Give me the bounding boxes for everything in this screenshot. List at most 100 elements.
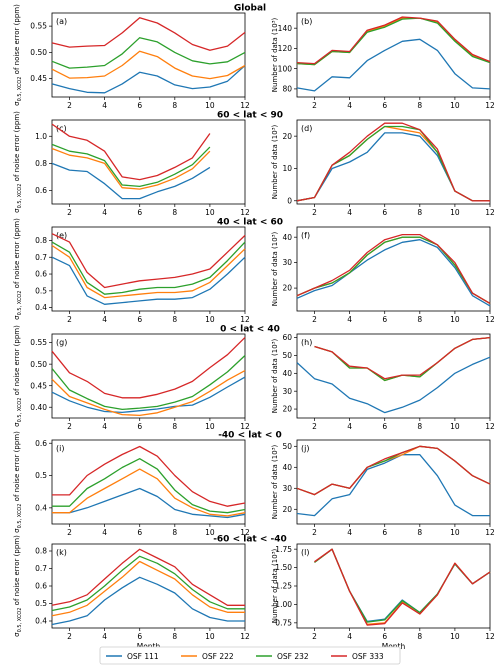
y-tick-label: 0.6 (35, 270, 47, 279)
series-line-osf-111 (296, 454, 490, 517)
y-tick-label: 0.45 (30, 381, 47, 390)
x-tick-label: 10 (205, 101, 215, 110)
y-tick-label: 1.25 (275, 582, 292, 591)
x-tick-label: 4 (347, 528, 352, 537)
y-tick-label: 0.6 (35, 186, 47, 195)
y-tick-label: 60 (282, 333, 292, 342)
panel-label: (l) (301, 548, 309, 557)
x-tick-label: 8 (172, 632, 177, 641)
x-tick-label: 4 (347, 101, 352, 110)
x-tick-label: 10 (205, 208, 215, 217)
x-tick-label: 6 (382, 315, 387, 324)
series-line-osf-333 (296, 16, 491, 65)
series-line-osf-333 (296, 233, 491, 304)
x-tick-label: 10 (205, 632, 215, 641)
series-line-osf-111 (296, 132, 490, 202)
x-tick-label: 10 (450, 422, 460, 431)
panel-a: Global 2 4 6 8 10 12 0.45 0.50 0.55 σ0.5, XCO2 of … (13, 4, 266, 111)
x-tick-label: 8 (417, 208, 422, 217)
x-tick-label: 2 (312, 208, 317, 217)
x-tick-label: 2 (67, 632, 72, 641)
legend-label: OSF 222 (202, 652, 234, 661)
y-tick-label: 120 (278, 44, 293, 53)
y-axis-label: σ0.5, XCO2 of noise error (ppm) (13, 111, 23, 213)
series-line-osf-222 (51, 147, 211, 190)
x-tick-label: 6 (137, 632, 142, 641)
series-line-osf-333 (314, 548, 491, 626)
series-line-osf-222 (314, 548, 491, 625)
x-tick-label: 6 (137, 101, 142, 110)
series-line-osf-222 (51, 560, 245, 617)
plot-frame (51, 226, 246, 312)
x-tick-label: 6 (382, 422, 387, 431)
series-line-osf-222 (296, 125, 490, 202)
panel-label: (b) (301, 17, 312, 26)
y-tick-label: 0.8 (35, 159, 47, 168)
y-tick-label: 0.50 (30, 48, 47, 57)
x-tick-label: 2 (312, 528, 317, 537)
region-title: 60 < lat < 90 (217, 111, 283, 121)
x-tick-label: 12 (485, 528, 495, 537)
x-tick-label: 10 (205, 315, 215, 324)
x-tick-label: 2 (67, 422, 72, 431)
series-line-osf-232 (296, 236, 491, 304)
x-tick-label: 6 (382, 101, 387, 110)
panel-label: (e) (56, 231, 67, 240)
region-title: Global (234, 4, 266, 14)
y-axis-label: σ0.5, XCO2 of noise error (ppm) (13, 325, 23, 427)
series-line-osf-333 (296, 122, 490, 202)
region-title: -60 < lat < -40 (213, 535, 287, 545)
series-line-osf-232 (51, 241, 246, 295)
series-line-osf-222 (51, 50, 246, 80)
plot-frame (296, 543, 491, 629)
x-tick-label: 4 (102, 208, 107, 217)
series-line-osf-333 (314, 336, 491, 380)
x-tick-label: 4 (347, 422, 352, 431)
y-tick-label: 0.55 (30, 22, 47, 31)
series-line-osf-222 (51, 244, 246, 299)
x-tick-label: 12 (485, 632, 495, 641)
region-title: -40 < lat < 0 (218, 431, 282, 441)
x-tick-label: 2 (67, 528, 72, 537)
panel-c: 60 < lat < 90 2 4 6 8 10 12 0.6 0.8 1.0 σ0.5, XCO2… (13, 111, 283, 218)
x-tick-label: 6 (382, 528, 387, 537)
plot-frame (296, 333, 491, 419)
legend-label: OSF 232 (277, 652, 309, 661)
y-tick-label: 0.8 (35, 236, 47, 245)
y-tick-label: 0.50 (30, 360, 47, 369)
y-tick-label: 50 (282, 351, 292, 360)
y-tick-label: 0.75 (275, 618, 292, 627)
series-line-osf-232 (314, 548, 491, 623)
x-tick-label: 12 (240, 208, 250, 217)
y-tick-label: 20 (282, 284, 292, 293)
x-tick-label: 6 (137, 422, 142, 431)
series-line-osf-333 (51, 123, 211, 181)
x-tick-label: 6 (137, 528, 142, 537)
plot-frame (296, 12, 491, 98)
series-line-osf-333 (52, 445, 246, 507)
x-tick-label: 8 (417, 632, 422, 641)
x-tick-label: 12 (485, 422, 495, 431)
panel-g: 0 < lat < 40 2 4 6 8 10 12 0.40 0.45 0.50 0.55 σ0.5… (13, 325, 280, 432)
panel-label: (d) (301, 124, 312, 133)
y-axis-label: σ0.5, XCO2 of noise error (ppm) (13, 431, 23, 533)
y-tick-label: 0.40 (30, 403, 47, 412)
panel-label: (k) (56, 548, 67, 557)
panel-e: 40 < lat < 60 2 4 6 8 10 12 0.4 0.5 0.6 0.7 0.8 σ0.5… (13, 218, 283, 325)
y-tick-label: 100 (278, 64, 293, 73)
legend-label: OSF 333 (352, 652, 384, 661)
series-line-osf-111 (51, 65, 246, 94)
y-tick-label: 0.5 (35, 471, 47, 480)
legend-frame (99, 646, 401, 665)
x-tick-label: 6 (137, 208, 142, 217)
x-tick-label: 4 (102, 101, 107, 110)
plot-frame (51, 119, 246, 205)
y-tick-label: 40 (282, 369, 292, 378)
panel-k: -60 < lat < -40 2 4 6 8 10 12 0.4 0.5 0.6 0.7 0.8 σ0… (13, 535, 287, 652)
y-axis-label: Number of data (10³) (271, 17, 279, 92)
